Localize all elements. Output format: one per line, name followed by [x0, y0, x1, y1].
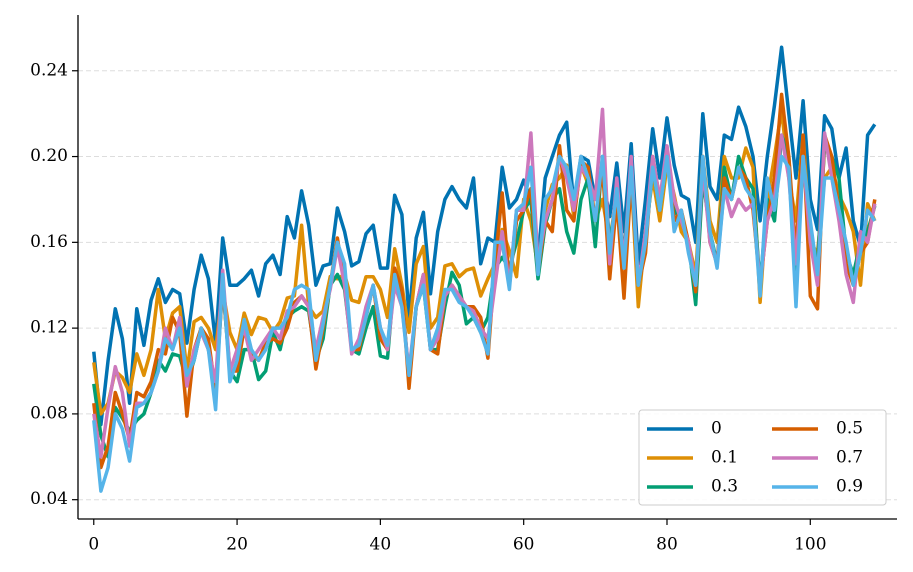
line-series [92, 154, 877, 493]
x-tick-label: 20 [226, 535, 248, 555]
y-tick-label: 0.24 [30, 60, 68, 80]
legend: 0 0.1 0.3 0.5 0.7 0.9 [638, 409, 887, 506]
x-tick-label: 80 [656, 535, 678, 555]
y-tick-label: 0.20 [30, 146, 68, 166]
y-tick-label: 0.08 [30, 403, 68, 423]
legend-label: 0.1 [711, 448, 738, 468]
y-tick-label: 0.04 [30, 489, 68, 509]
legend-label: 0.3 [711, 477, 738, 497]
legend-label: 0.9 [836, 477, 863, 497]
y-tick-label: 0.12 [30, 318, 68, 338]
legend-label: 0.7 [836, 448, 863, 468]
legend-label: 0.5 [836, 419, 863, 439]
x-tick-label: 0 [88, 535, 99, 555]
x-tick-label: 100 [794, 535, 826, 555]
legend-label: 0 [711, 419, 722, 439]
line-series [92, 45, 877, 427]
x-tick-label: 40 [370, 535, 392, 555]
x-tick-label: 60 [513, 535, 535, 555]
legend-box [638, 409, 887, 506]
y-tick-label: 0.16 [30, 232, 68, 252]
